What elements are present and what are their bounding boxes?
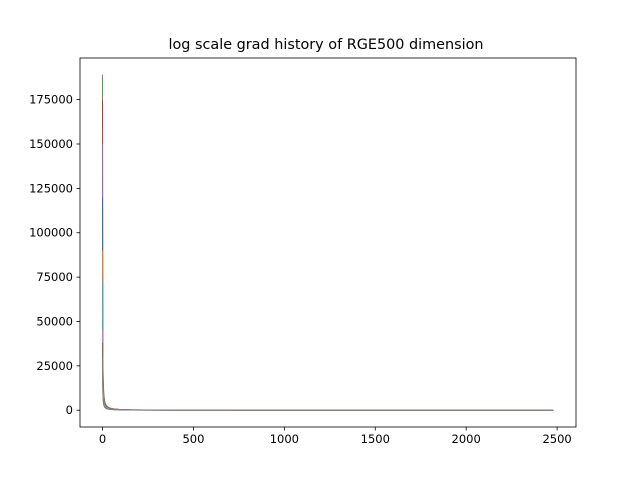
chart-title: log scale grad history of RGE500 dimensi… [168,37,483,53]
x-tick-label: 500 [182,432,204,446]
y-tick-label: 75000 [36,270,73,284]
x-tick-label: 1000 [270,432,299,446]
x-tick-label: 1500 [361,432,390,446]
x-axis: 0 500 1000 1500 2000 2500 [99,427,572,446]
y-tick-label: 125000 [29,181,73,195]
y-tick-label: 150000 [29,137,73,151]
x-tick-label: 2000 [452,432,481,446]
series-line-10 [102,356,554,411]
x-tick-label: 0 [99,432,106,446]
y-tick-label: 25000 [36,359,73,373]
series-layer [102,74,554,411]
plot-frame [79,57,577,428]
x-tick-label: 2500 [542,432,571,446]
y-tick-label: 0 [66,403,73,417]
y-tick-label: 100000 [29,226,73,240]
y-axis: 0 25000 50000 75000 100000 125000 150000 175000 [29,93,80,417]
y-tick-label: 175000 [29,93,73,107]
y-tick-label: 50000 [36,314,73,328]
